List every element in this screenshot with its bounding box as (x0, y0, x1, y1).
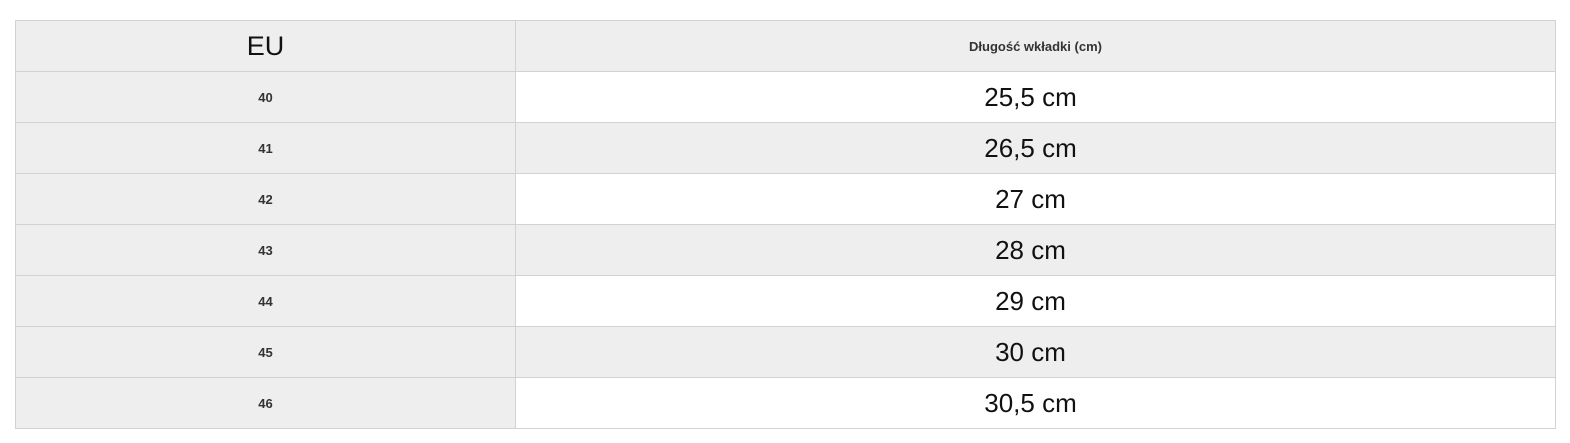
insole-length-cell: 30,5 cm (515, 377, 1556, 429)
table-row: 46 30,5 cm (15, 377, 1556, 429)
eu-size-cell: 45 (15, 326, 516, 378)
eu-size-cell: 40 (15, 71, 516, 123)
header-row: EU Długość wkładki (cm) (15, 20, 1556, 72)
insole-length-cell: 28 cm (515, 224, 1556, 276)
table-row: 44 29 cm (15, 275, 1556, 327)
table-row: 43 28 cm (15, 224, 1556, 276)
size-table: EU Długość wkładki (cm) 40 25,5 cm 41 26,5 … (15, 20, 1556, 429)
insole-length-cell: 29 cm (515, 275, 1556, 327)
table-row: 41 26,5 cm (15, 122, 1556, 174)
eu-size-cell: 41 (15, 122, 516, 174)
insole-length-cell: 26,5 cm (515, 122, 1556, 174)
eu-size-cell: 42 (15, 173, 516, 225)
insole-length-cell: 30 cm (515, 326, 1556, 378)
eu-size-cell: 44 (15, 275, 516, 327)
eu-size-cell: 46 (15, 377, 516, 429)
insole-length-cell: 27 cm (515, 173, 1556, 225)
table-row: 42 27 cm (15, 173, 1556, 225)
table-row: 45 30 cm (15, 326, 1556, 378)
table-row: 40 25,5 cm (15, 71, 1556, 123)
eu-size-cell: 43 (15, 224, 516, 276)
header-eu: EU (15, 20, 516, 72)
header-insole-length: Długość wkładki (cm) (515, 20, 1556, 72)
insole-length-cell: 25,5 cm (515, 71, 1556, 123)
